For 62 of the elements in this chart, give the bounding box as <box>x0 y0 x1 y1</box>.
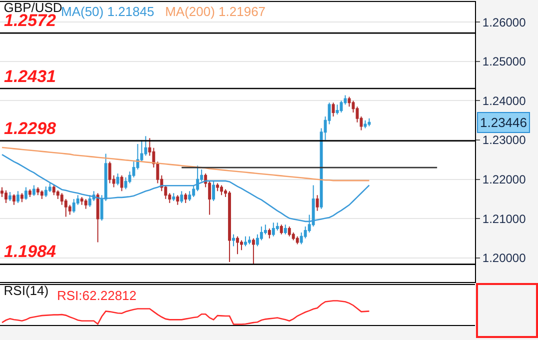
candlestick <box>232 234 235 247</box>
candlestick <box>252 238 255 264</box>
candlestick <box>96 192 100 243</box>
candlestick <box>24 186 28 200</box>
y-tick-label: 1.20000 <box>482 251 526 266</box>
series-label: RSI:62.22812 <box>57 288 137 303</box>
candlestick <box>20 192 24 203</box>
candlestick <box>228 190 231 262</box>
candlestick <box>212 180 216 202</box>
candlestick <box>4 190 8 204</box>
candlestick <box>120 174 124 192</box>
candlestick <box>84 198 88 210</box>
y-tick-label: 1.26000 <box>482 15 526 30</box>
candlestick <box>284 224 287 235</box>
y-tick-label: 1.24000 <box>482 94 526 108</box>
ref-line-label: 1.2431 <box>4 67 56 86</box>
candlestick <box>12 194 16 206</box>
text: 1.23446 <box>480 115 527 130</box>
candlestick <box>108 161 112 184</box>
y-tick-label: 1.25000 <box>482 54 526 69</box>
candlestick <box>248 236 251 245</box>
candlestick <box>288 226 291 237</box>
ref-line-label: 1.2298 <box>4 119 57 138</box>
ref-line-label: 1.1984 <box>4 242 57 261</box>
candlestick <box>268 228 271 239</box>
y-tick-label: 1.21000 <box>482 212 526 226</box>
candlestick <box>296 236 299 245</box>
y-tick-label: 1.22000 <box>482 172 526 187</box>
candlestick <box>180 190 184 204</box>
y-tick-label: 1.23000 <box>482 133 526 148</box>
candlestick <box>316 194 319 212</box>
candlestick <box>332 102 335 117</box>
candlestick <box>52 184 56 196</box>
candlestick <box>176 194 180 206</box>
candlestick <box>72 198 76 214</box>
candlestick <box>368 118 371 127</box>
candlestick <box>364 120 367 129</box>
candlestick <box>44 186 48 198</box>
candlestick <box>216 182 220 192</box>
candlestick <box>236 236 239 255</box>
candlestick <box>184 192 188 204</box>
candlestick <box>220 184 224 196</box>
candlestick <box>16 190 20 204</box>
candlestick <box>116 172 120 186</box>
candlestick <box>188 190 192 202</box>
candlestick <box>336 104 339 115</box>
text: MA(50) 1.21845 <box>61 4 154 19</box>
candlestick <box>40 190 44 200</box>
candlestick <box>32 184 36 196</box>
candlestick <box>88 194 92 208</box>
candlestick <box>8 191 12 202</box>
candlestick <box>36 186 40 196</box>
line-series <box>1 146 370 182</box>
candlestick <box>272 222 275 237</box>
candlestick <box>240 240 243 251</box>
text: MA(200) 1.21967 <box>165 4 266 19</box>
candlestick <box>172 192 176 202</box>
candlestick <box>244 236 247 247</box>
candlestick <box>80 196 84 206</box>
candlestick <box>28 188 32 198</box>
candlestick <box>280 224 283 235</box>
chart-title: RSI(14) <box>4 283 49 298</box>
